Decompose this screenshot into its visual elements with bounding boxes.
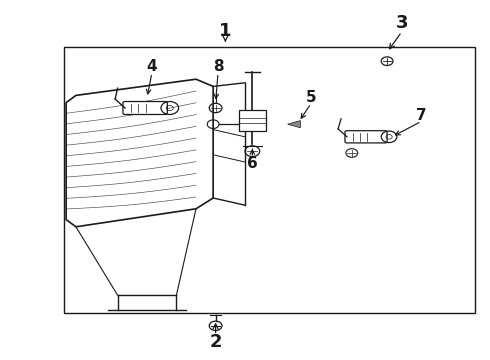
Text: 3: 3 (395, 14, 408, 32)
Text: 6: 6 (247, 156, 258, 171)
Text: 2: 2 (209, 333, 222, 351)
Bar (64, 47, 475, 313)
Text: 8: 8 (213, 59, 223, 74)
Text: 1: 1 (219, 22, 232, 40)
Polygon shape (66, 79, 213, 227)
Polygon shape (288, 121, 300, 128)
Text: 5: 5 (306, 90, 317, 105)
FancyBboxPatch shape (123, 102, 168, 114)
FancyBboxPatch shape (345, 131, 387, 143)
FancyBboxPatch shape (239, 110, 266, 131)
Text: 4: 4 (147, 59, 157, 74)
Text: 7: 7 (416, 108, 427, 123)
